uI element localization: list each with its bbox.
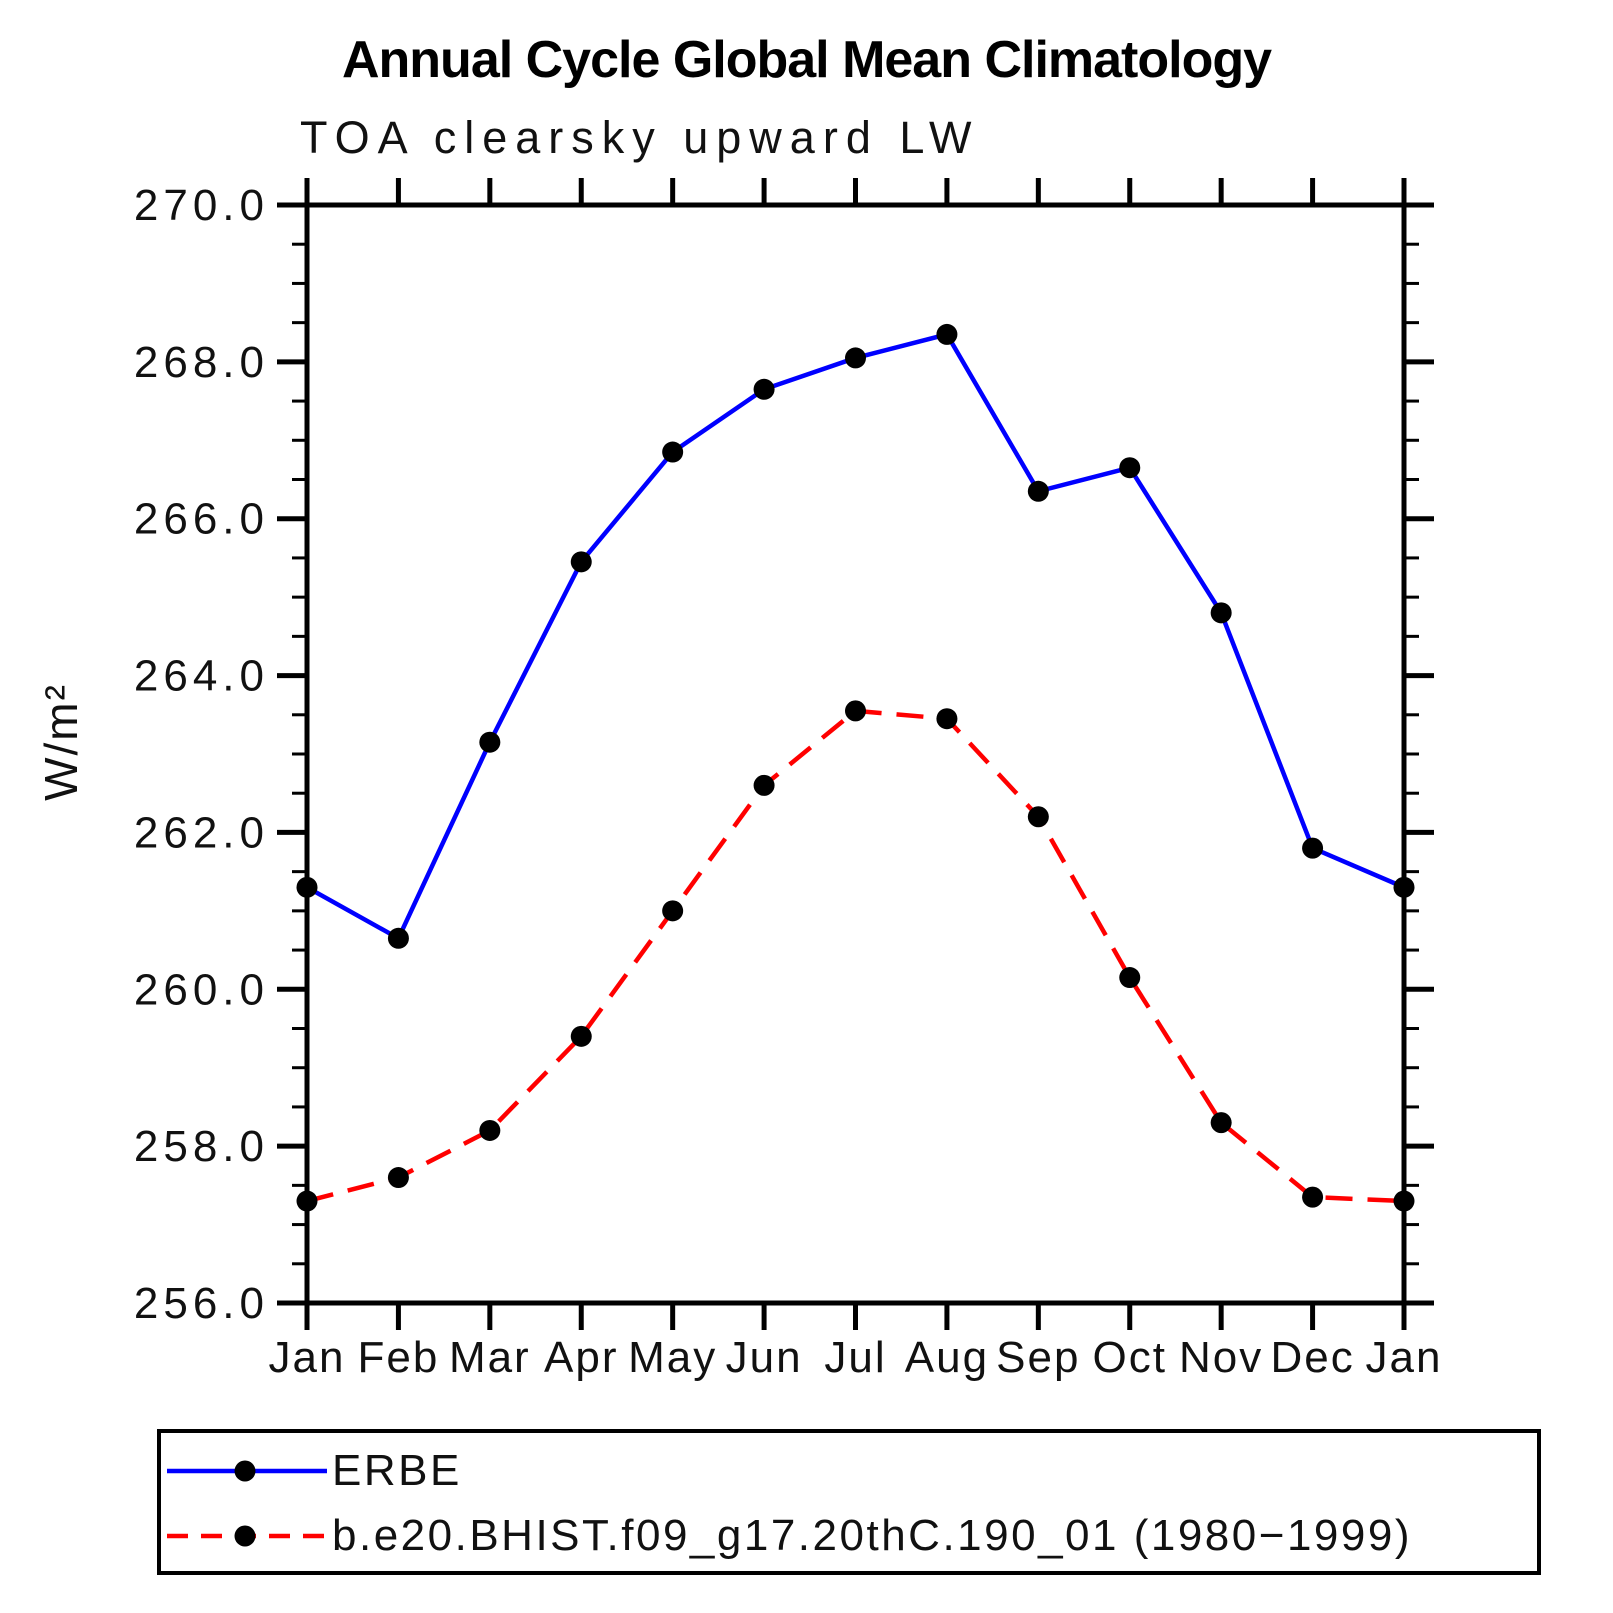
data-point [296, 876, 318, 898]
legend-item-erbe: ERBE [167, 1443, 462, 1499]
x-tick-label: Jun [726, 1333, 803, 1382]
data-point [753, 774, 775, 796]
x-tick-label: Jul [824, 1333, 886, 1382]
x-tick-label: Jan [269, 1333, 346, 1382]
data-point [662, 900, 684, 922]
data-point [1027, 806, 1049, 828]
data-point [479, 1119, 501, 1141]
data-point [387, 1167, 409, 1189]
y-tick-label: 258.0 [134, 1122, 269, 1171]
x-tick-label: Aug [905, 1333, 989, 1382]
data-point [1119, 967, 1141, 989]
x-tick-label: Sep [996, 1333, 1080, 1382]
y-tick-label: 262.0 [134, 808, 269, 857]
y-tick-label: 260.0 [134, 965, 269, 1014]
x-tick-label: May [628, 1333, 717, 1382]
x-tick-label: Nov [1179, 1333, 1263, 1382]
data-point [570, 1025, 592, 1047]
series-model [296, 700, 1415, 1212]
x-tick-label: Dec [1270, 1333, 1354, 1382]
legend-label-erbe: ERBE [332, 1446, 462, 1495]
data-point [1393, 876, 1415, 898]
erbe-line-sample-icon [167, 1460, 327, 1482]
data-point [387, 927, 409, 949]
data-point [1393, 1190, 1415, 1212]
legend: ERBE b.e20.BHIST.f09_g17.20thC.190_01 (1… [157, 1429, 1541, 1575]
x-axis-ticks: Jan Feb Mar Apr May Jun Jul Aug Sep Oct Nov Dec Jan [269, 178, 1443, 1382]
x-tick-label: Mar [449, 1333, 531, 1382]
data-point [1119, 457, 1141, 479]
x-tick-label: Feb [358, 1333, 440, 1382]
data-point [1210, 602, 1232, 624]
x-tick-label: Apr [544, 1333, 618, 1382]
data-point [296, 1190, 318, 1212]
chart-title: Annual Cycle Global Mean Climatology [341, 31, 1272, 89]
y-tick-label: 266.0 [134, 495, 269, 544]
x-tick-label: Oct [1093, 1333, 1167, 1382]
series-erbe [296, 323, 1415, 949]
data-point [662, 441, 684, 463]
data-point [479, 731, 501, 753]
data-point [1302, 1186, 1324, 1208]
axes: 256.0 258.0 260.0 262.0 264.0 266.0 268.0 270.0… [134, 178, 1443, 1382]
data-point [1302, 837, 1324, 859]
data-point [1027, 480, 1049, 502]
x-tick-label: Jan [1366, 1333, 1443, 1382]
y-axis-ticks: 256.0 258.0 260.0 262.0 264.0 266.0 268.0 270.0 [134, 181, 1434, 1328]
data-point [753, 378, 775, 400]
chart-subtitle: TOA clearsky upward LW [300, 112, 980, 163]
data-point [570, 551, 592, 573]
y-tick-label: 264.0 [134, 652, 269, 701]
y-tick-label: 270.0 [134, 181, 269, 230]
legend-label-model: b.e20.BHIST.f09_g17.20thC.190_01 (1980−1… [332, 1511, 1412, 1560]
data-point [936, 708, 958, 730]
legend-item-model: b.e20.BHIST.f09_g17.20thC.190_01 (1980−1… [167, 1508, 1412, 1564]
model-line-sample-icon [167, 1525, 327, 1547]
data-point [1210, 1112, 1232, 1134]
y-tick-label: 256.0 [134, 1279, 269, 1328]
data-point [845, 347, 866, 369]
y-tick-label: 268.0 [134, 338, 269, 387]
data-point [936, 323, 958, 345]
data-point [845, 700, 866, 722]
